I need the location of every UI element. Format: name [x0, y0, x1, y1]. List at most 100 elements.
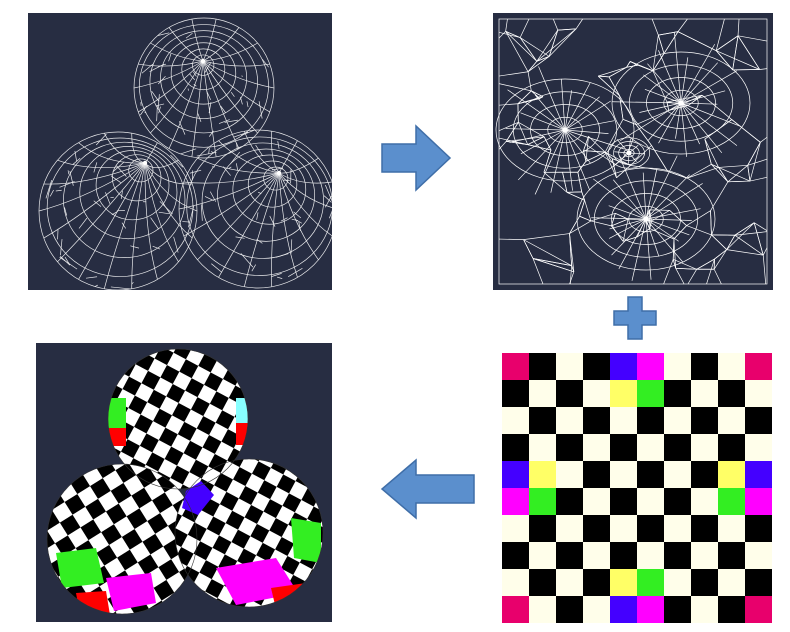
checker-cell [556, 542, 584, 570]
checker-cell [556, 488, 584, 516]
checker-cell [718, 407, 746, 435]
checker-cell [637, 353, 665, 381]
checker-cell [610, 488, 638, 516]
checker-cell [502, 596, 530, 623]
wire-sphere [133, 17, 275, 159]
checker-cell [691, 515, 719, 543]
checker-cell [529, 461, 557, 489]
checker-cell [529, 542, 557, 570]
checker-cell [745, 596, 772, 623]
checker-cell [664, 353, 692, 381]
checker-cell [583, 407, 611, 435]
checker-cell [637, 461, 665, 489]
checker-cell [610, 353, 638, 381]
checker-cell [637, 434, 665, 462]
checker-cell [637, 596, 665, 623]
textured-sphere [47, 464, 197, 614]
checker-cell [529, 569, 557, 597]
checker-cell [502, 569, 530, 597]
checker-cell [718, 380, 746, 408]
checker-cell [691, 542, 719, 570]
checker-cell [664, 569, 692, 597]
checker-cell [583, 569, 611, 597]
checker-cell [718, 596, 746, 623]
checker-cell [529, 488, 557, 516]
checker-cell [637, 407, 665, 435]
checker-cell [610, 569, 638, 597]
checker-cell [691, 434, 719, 462]
checker-cell [718, 515, 746, 543]
parameterization-mesh-image [493, 13, 773, 290]
checker-cell [529, 515, 557, 543]
checker-cell [583, 353, 611, 381]
checker-cell [502, 515, 530, 543]
checker-cell [529, 596, 557, 623]
checker-cell [583, 380, 611, 408]
checker-cell [691, 569, 719, 597]
checker-cell [637, 515, 665, 543]
wireframe-spheres-image [28, 13, 332, 290]
checker-cell [583, 461, 611, 489]
checker-cell [610, 407, 638, 435]
arrow-right-icon [380, 124, 452, 192]
checker-cell [502, 488, 530, 516]
checker-cell [610, 461, 638, 489]
checker-cell [583, 434, 611, 462]
checker-cell [745, 461, 772, 489]
checker-cell [556, 434, 584, 462]
checker-cell [664, 380, 692, 408]
checker-cell [502, 353, 530, 381]
checker-cell [637, 569, 665, 597]
arrow-left-icon [380, 458, 476, 520]
checker-cell [556, 380, 584, 408]
checker-cell [556, 596, 584, 623]
checker-cell [583, 488, 611, 516]
checker-cell [718, 569, 746, 597]
checker-cell [664, 596, 692, 623]
checker-cell [502, 434, 530, 462]
checker-cell [610, 596, 638, 623]
checker-cell [718, 353, 746, 381]
checker-cell [556, 407, 584, 435]
checker-texture-panel [502, 353, 772, 623]
textured-spheres-image [36, 343, 332, 622]
checker-cell [637, 380, 665, 408]
checker-cell [691, 353, 719, 381]
checker-cell [745, 353, 772, 381]
checker-cell [610, 515, 638, 543]
checker-cell [583, 542, 611, 570]
checker-cell [718, 461, 746, 489]
wireframe-spheres-panel [28, 13, 332, 290]
checker-cell [502, 542, 530, 570]
checker-cell [529, 434, 557, 462]
checker-cell [691, 461, 719, 489]
checker-cell [664, 407, 692, 435]
checker-cell [718, 542, 746, 570]
checker-cell [610, 380, 638, 408]
textured-sphere [108, 349, 248, 489]
checker-cell [637, 488, 665, 516]
checker-cell [556, 515, 584, 543]
checker-cell [745, 488, 772, 516]
checker-cell [745, 515, 772, 543]
checker-cell [610, 542, 638, 570]
checker-cell [556, 461, 584, 489]
checker-cell [664, 434, 692, 462]
checker-cell [637, 542, 665, 570]
checker-cell [691, 407, 719, 435]
checker-cell [664, 542, 692, 570]
checker-cell [745, 434, 772, 462]
checker-cell [583, 515, 611, 543]
parameterization-mesh-panel [493, 13, 773, 290]
checker-cell [664, 461, 692, 489]
checker-cell [718, 434, 746, 462]
checker-cell [502, 380, 530, 408]
wire-sphere [178, 129, 332, 289]
checker-cell [664, 515, 692, 543]
checker-cell [745, 542, 772, 570]
checker-cell [529, 407, 557, 435]
checker-cell [691, 380, 719, 408]
checker-cell [691, 596, 719, 623]
checker-cell [556, 353, 584, 381]
plus-icon [612, 295, 658, 341]
